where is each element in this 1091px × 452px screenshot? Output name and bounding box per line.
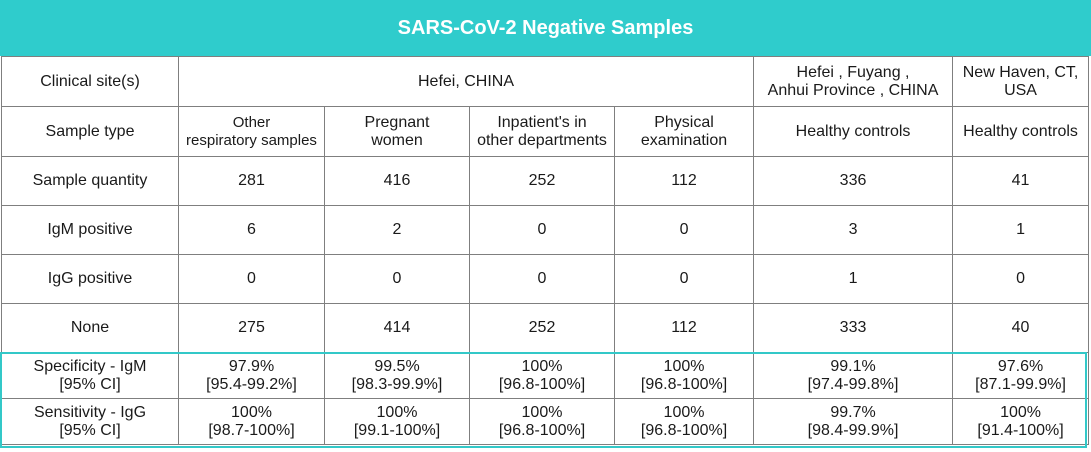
negative-samples-table: Clinical site(s) Hefei, CHINA Hefei , Fu… (1, 56, 1090, 445)
value-cell: 0 (178, 254, 325, 304)
sample-type-cell: Inpatient's in other departments (469, 106, 615, 157)
value-cell: 333 (753, 303, 954, 353)
row-label: Specificity - IgM [95% CI] (1, 352, 179, 399)
sample-type-cell: Physical examination (613, 106, 755, 157)
table-row: IgM positive 6 2 0 0 3 1 (1, 205, 1090, 255)
table-title: SARS-CoV-2 Negative Samples (0, 0, 1091, 56)
value-cell: 41 (952, 156, 1090, 206)
row-label: Clinical site(s) (1, 56, 179, 107)
stat-cell: 99.1% [97.4-99.8%] (753, 352, 954, 399)
value-cell: 281 (178, 156, 325, 206)
value-cell: 0 (613, 205, 755, 255)
sample-type-cell: Other respiratory samples (178, 106, 325, 157)
row-label: Sensitivity - IgG [95% CI] (1, 398, 179, 445)
clinical-site-row: Clinical site(s) Hefei, CHINA Hefei , Fu… (1, 56, 1090, 107)
stat-cell: 100% [98.7-100%] (178, 398, 325, 445)
stat-cell: 99.5% [98.3-99.9%] (324, 352, 470, 399)
stat-cell: 100% [96.8-100%] (613, 352, 755, 399)
site-cell: Hefei , Fuyang , Anhui Province , CHINA (753, 56, 954, 107)
row-label: Sample quantity (1, 156, 179, 206)
stat-cell: 100% [96.8-100%] (469, 398, 615, 445)
stat-row: Specificity - IgM [95% CI] 97.9% [95.4-99.2… (1, 352, 1090, 399)
value-cell: 1 (753, 254, 954, 304)
stat-cell: 100% [91.4-100%] (952, 398, 1090, 445)
row-label: Sample type (1, 106, 179, 157)
value-cell: 0 (324, 254, 470, 304)
value-cell: 275 (178, 303, 325, 353)
row-label: None (1, 303, 179, 353)
value-cell: 112 (613, 303, 755, 353)
stat-cell: 97.6% [87.1-99.9%] (952, 352, 1090, 399)
value-cell: 40 (952, 303, 1090, 353)
sample-type-row: Sample type Other respiratory samples Preg… (1, 106, 1090, 157)
value-cell: 1 (952, 205, 1090, 255)
row-label: IgM positive (1, 205, 179, 255)
stat-cell: 99.7% [98.4-99.9%] (753, 398, 954, 445)
sample-type-cell: Healthy controls (952, 106, 1090, 157)
sample-type-cell: Healthy controls (753, 106, 954, 157)
stat-cell: 100% [99.1-100%] (324, 398, 470, 445)
value-cell: 112 (613, 156, 755, 206)
value-cell: 2 (324, 205, 470, 255)
value-cell: 336 (753, 156, 954, 206)
table-row: Sample quantity 281 416 252 112 336 41 (1, 156, 1090, 206)
value-cell: 6 (178, 205, 325, 255)
table-row: IgG positive 0 0 0 0 1 0 (1, 254, 1090, 304)
stat-cell: 97.9% [95.4-99.2%] (178, 352, 325, 399)
value-cell: 3 (753, 205, 954, 255)
value-cell: 416 (324, 156, 470, 206)
sample-type-cell: Pregnant women (324, 106, 470, 157)
value-cell: 252 (469, 156, 615, 206)
value-cell: 0 (469, 254, 615, 304)
value-cell: 252 (469, 303, 615, 353)
row-label: IgG positive (1, 254, 179, 304)
stat-row: Sensitivity - IgG [95% CI] 100% [98.7-100%]… (1, 398, 1090, 445)
value-cell: 0 (952, 254, 1090, 304)
site-cell: New Haven, CT, USA (952, 56, 1090, 107)
table-row: None 275 414 252 112 333 40 (1, 303, 1090, 353)
value-cell: 414 (324, 303, 470, 353)
stat-cell: 100% [96.8-100%] (469, 352, 615, 399)
value-cell: 0 (469, 205, 615, 255)
stat-cell: 100% [96.8-100%] (613, 398, 755, 445)
site-cell: Hefei, CHINA (177, 56, 755, 107)
value-cell: 0 (613, 254, 755, 304)
